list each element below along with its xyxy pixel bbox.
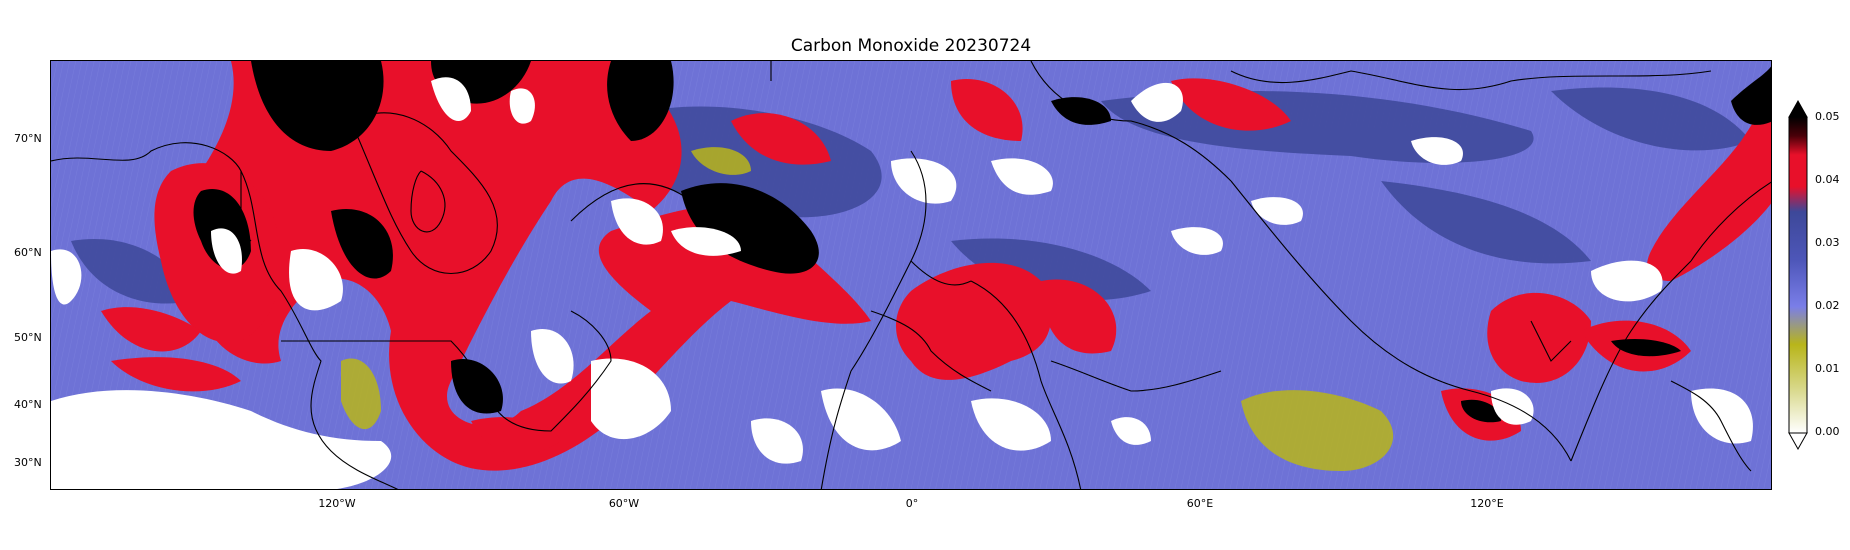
x-tick-0: 0° bbox=[905, 497, 919, 510]
colorbar bbox=[1788, 99, 1808, 451]
cbar-tick-0-05: 0.05 bbox=[1815, 110, 1840, 123]
y-tick-30n: 30°N bbox=[14, 456, 42, 469]
y-tick-70n: 70°N bbox=[14, 132, 42, 145]
coastlines bbox=[51, 61, 1771, 489]
cbar-tick-0-02: 0.02 bbox=[1815, 299, 1840, 312]
y-tick-60n: 60°N bbox=[14, 246, 42, 259]
colorbar-body bbox=[1788, 116, 1808, 434]
map-panel[interactable] bbox=[50, 60, 1772, 490]
cbar-tick-0-04: 0.04 bbox=[1815, 173, 1840, 186]
x-tick-120e: 120°E bbox=[1470, 497, 1504, 510]
cbar-tick-0-00: 0.00 bbox=[1815, 425, 1840, 438]
co-concentration-map bbox=[51, 61, 1771, 489]
x-tick-120w: 120°W bbox=[318, 497, 356, 510]
cbar-tick-0-01: 0.01 bbox=[1815, 362, 1840, 375]
no-data-masks bbox=[51, 77, 1753, 489]
colorbar-gradient bbox=[1788, 99, 1808, 451]
x-tick-60e: 60°E bbox=[1186, 497, 1214, 510]
cbar-tick-0-03: 0.03 bbox=[1815, 236, 1840, 249]
map-title: Carbon Monoxide 20230724 bbox=[790, 36, 1032, 56]
y-tick-50n: 50°N bbox=[14, 331, 42, 344]
y-tick-40n: 40°N bbox=[14, 398, 42, 411]
colorbar-min-extend bbox=[1788, 432, 1808, 451]
colorbar-max-extend bbox=[1788, 99, 1808, 118]
x-tick-60w: 60°W bbox=[608, 497, 640, 510]
